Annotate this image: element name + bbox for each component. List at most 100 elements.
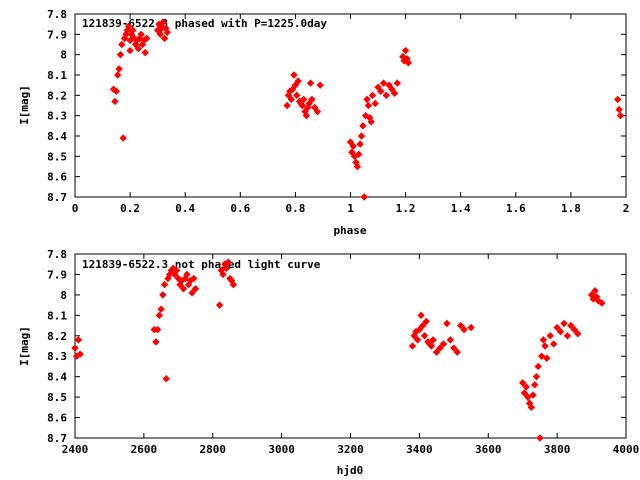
- phased-data-point: [306, 79, 315, 87]
- phased-data-point: [113, 71, 122, 79]
- unphased-x-tick-label: 4000: [613, 443, 640, 456]
- unphased-ticks: 2400 2600 2800 3000 3200 3400 3600 3800 4000 7.8 7…: [47, 248, 639, 456]
- unphased-points: [71, 258, 606, 442]
- phased-data-point: [368, 91, 377, 100]
- unphased-y-tick-label: 8.6: [47, 412, 67, 425]
- phased-data-point: [353, 162, 362, 171]
- unphased-data-point: [549, 340, 558, 348]
- phased-data-point: [355, 150, 363, 159]
- phased-data-point: [290, 71, 298, 79]
- phased-data-point: [159, 18, 167, 26]
- phased-x-tick-label: 0.8: [285, 202, 305, 215]
- unphased-y-tick-label: 8.5: [47, 391, 67, 404]
- phased-y-tick-label: 8: [60, 49, 67, 62]
- unphased-data-point: [219, 270, 227, 279]
- unphased-data-point: [413, 336, 422, 344]
- phased-data-point: [299, 95, 308, 104]
- unphased-data-point: [415, 325, 424, 334]
- phased-data-point: [377, 87, 385, 95]
- unphased-data-point: [190, 274, 198, 283]
- phased-data-point: [374, 83, 382, 91]
- phased-data-point: [356, 140, 364, 148]
- phased-data-point: [357, 132, 366, 140]
- phased-data-point: [125, 22, 133, 30]
- phased-x-tick-label: 0.4: [175, 202, 195, 215]
- unphased-y-tick-label: 7.9: [47, 268, 67, 281]
- phased-data-point: [349, 142, 357, 150]
- phased-y-axis-title: I[mag]: [18, 85, 31, 125]
- unphased-data-point: [191, 285, 200, 293]
- phased-data-point: [294, 77, 302, 85]
- unphased-data-point: [456, 321, 465, 330]
- phased-data-point: [119, 134, 127, 142]
- unphased-x-tick-label: 2400: [62, 443, 89, 456]
- unphased-data-point: [553, 323, 561, 332]
- unphased-y-tick-label: 8.1: [47, 309, 67, 322]
- phased-data-point: [156, 30, 165, 39]
- phased-data-point: [160, 34, 169, 43]
- unphased-data-point: [460, 325, 468, 334]
- unphased-data-point: [567, 321, 575, 330]
- unphased-data-point: [467, 323, 475, 332]
- unphased-x-tick-label: 3200: [337, 443, 364, 456]
- phased-data-point: [118, 40, 126, 49]
- unphased-data-point: [159, 291, 167, 299]
- phased-data-point: [305, 99, 313, 108]
- phased-data-point: [348, 148, 356, 156]
- phased-data-point: [382, 91, 391, 100]
- unphased-x-tick-label: 2800: [200, 443, 227, 456]
- phased-data-point: [163, 28, 171, 37]
- phased-x-tick-label: 0.6: [230, 202, 250, 215]
- phased-data-point: [310, 103, 319, 112]
- unphased-y-tick-label: 8.4: [47, 371, 67, 384]
- unphased-y-tick-label: 8.3: [47, 350, 67, 363]
- unphased-data-point: [534, 362, 542, 371]
- phased-data-point: [115, 65, 123, 73]
- unphased-data-point: [160, 280, 169, 289]
- phased-data-point: [137, 30, 145, 39]
- unphased-data-point: [560, 319, 568, 328]
- phased-x-tick-label: 1.4: [451, 202, 471, 215]
- unphased-data-point: [71, 344, 79, 352]
- phased-data-point: [116, 50, 125, 59]
- unphased-y-tick-label: 8: [60, 289, 67, 302]
- unphased-data-point: [429, 336, 437, 344]
- unphased-data-point: [157, 305, 165, 313]
- phased-data-point: [615, 105, 623, 114]
- phased-x-tick-label: 0.2: [120, 202, 140, 215]
- unphased-y-axis-title: I[mag]: [18, 326, 31, 366]
- phased-x-tick-label: 2: [623, 202, 630, 215]
- unphased-y-tick-label: 7.8: [47, 248, 67, 261]
- unphased-x-tick-label: 3800: [544, 443, 571, 456]
- unphased-data-point: [518, 379, 527, 387]
- unphased-data-point: [153, 325, 162, 334]
- unphased-data-point: [443, 319, 451, 328]
- phased-data-point: [142, 34, 151, 43]
- phased-data-point: [379, 79, 388, 87]
- unphased-data-point: [183, 270, 191, 279]
- phased-data-point: [126, 46, 134, 55]
- unphased-data-point: [439, 340, 448, 348]
- unphased-data-point: [162, 375, 170, 383]
- unphased-x-tick-label: 3000: [268, 443, 295, 456]
- unphased-data-point: [76, 350, 84, 358]
- phased-data-point: [404, 59, 413, 67]
- unphased-panel: 121839-6522.3 not phased light curve hjd…: [18, 248, 639, 477]
- phased-data-point: [616, 111, 625, 120]
- unphased-data-point: [574, 330, 582, 338]
- unphased-data-point: [536, 434, 544, 442]
- unphased-data-point: [537, 352, 546, 360]
- phased-y-tick-label: 8.6: [47, 171, 67, 184]
- phased-ticks: 0 0.2 0.4 0.6 0.8 1 1.2 1.4 1.6 1.8 2 7.8 7.9 8 8.1 8.2…: [47, 8, 629, 215]
- phased-x-tick-label: 1.8: [561, 202, 581, 215]
- phased-data-point: [390, 89, 399, 98]
- unphased-data-point: [524, 393, 532, 401]
- phased-y-tick-label: 7.8: [47, 8, 67, 21]
- unphased-data-point: [417, 311, 425, 320]
- phased-panel: 121839-6522.3 phased with P=1225.0day ph…: [18, 8, 629, 237]
- phased-points: [109, 18, 625, 201]
- unphased-data-point: [591, 287, 599, 295]
- phased-y-tick-label: 8.2: [47, 89, 67, 102]
- phased-data-point: [360, 193, 368, 201]
- unphased-data-point: [529, 391, 537, 399]
